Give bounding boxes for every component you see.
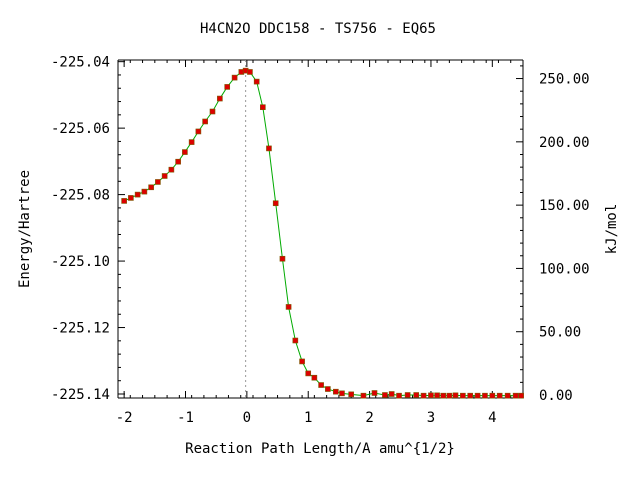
data-point	[360, 392, 367, 399]
data-point	[382, 392, 388, 398]
x-tick-label: 2	[365, 410, 373, 426]
data-point	[168, 166, 175, 173]
y-tick-label: -225.04	[51, 55, 110, 71]
y2-tick-label: 200.00	[539, 135, 590, 151]
series-line	[123, 70, 522, 397]
data-point	[420, 392, 427, 399]
y2-axis-ticks: 0.00 50.00 100.00 150.00 200.00 250.00	[516, 65, 590, 404]
data-point	[339, 390, 345, 397]
data-point	[272, 200, 279, 207]
data-point	[434, 392, 440, 399]
data-point	[155, 179, 161, 185]
data-point	[388, 391, 395, 397]
data-point	[348, 391, 354, 398]
data-point	[496, 392, 503, 399]
data-point	[474, 392, 481, 399]
x-tick-label: 1	[304, 410, 312, 426]
data-point	[452, 392, 459, 399]
data-point	[266, 145, 272, 152]
data-point	[467, 392, 474, 399]
y-tick-label: -225.06	[51, 121, 110, 137]
data-point	[413, 392, 420, 398]
y2-tick-label: 0.00	[539, 388, 573, 404]
data-point	[134, 191, 141, 198]
y-tick-label: -225.08	[51, 188, 110, 204]
data-point	[318, 382, 324, 388]
data-point	[333, 388, 339, 395]
data-point	[404, 392, 411, 398]
data-point	[128, 195, 134, 201]
data-point	[279, 255, 286, 262]
y-tick-label: -225.10	[51, 254, 110, 270]
y-tick-label: -225.14	[51, 387, 110, 403]
x-tick-label: -2	[116, 410, 133, 426]
x-tick-label: 3	[427, 410, 435, 426]
x-axis-label: Reaction Path Length/A amu^{1/2}	[185, 441, 455, 457]
data-point	[285, 304, 292, 310]
data-point	[231, 74, 238, 81]
data-point	[161, 173, 168, 179]
y-tick-label: -225.12	[51, 321, 110, 337]
data-point	[247, 69, 253, 75]
data-point	[311, 374, 318, 381]
data-point	[440, 392, 447, 399]
data-point	[489, 392, 496, 399]
data-point	[195, 128, 202, 135]
data-point	[504, 392, 511, 399]
data-point	[446, 392, 453, 399]
y2-tick-label: 100.00	[539, 261, 590, 277]
y2-axis-label: kJ/mol	[604, 204, 620, 255]
data-point	[428, 392, 434, 399]
data-point	[217, 95, 223, 102]
y-axis-ticks: -225.04 -225.06 -225.08 -225.10 -225.12 -225.…	[51, 55, 125, 403]
series-layer	[121, 67, 524, 399]
data-point	[224, 84, 231, 90]
data-point	[209, 108, 216, 115]
data-point	[512, 392, 519, 399]
x-axis-ticks: -2 -1 0 1 2 3 4	[116, 60, 524, 426]
data-point	[148, 184, 154, 191]
x-tick-label: 4	[488, 410, 496, 426]
data-point	[260, 104, 266, 110]
y2-tick-label: 50.00	[539, 325, 581, 341]
data-point	[253, 78, 260, 85]
y2-tick-label: 150.00	[539, 198, 590, 214]
data-point	[175, 158, 181, 165]
data-point	[518, 392, 524, 399]
data-point	[188, 139, 195, 145]
data-point	[182, 149, 188, 155]
y-axis-label: Energy/Hartree	[17, 170, 33, 288]
data-point	[292, 337, 299, 344]
data-point	[121, 198, 127, 204]
data-point	[141, 188, 148, 195]
y2-tick-label: 250.00	[539, 72, 590, 88]
data-point	[325, 386, 331, 392]
data-point	[396, 392, 402, 399]
x-tick-label: -1	[177, 410, 194, 426]
data-point	[460, 392, 466, 399]
plot-frame	[117, 59, 524, 399]
chart-title: H4CN2O DDC158 - TS756 - EQ65	[200, 21, 436, 37]
data-point	[299, 358, 305, 365]
data-point	[482, 392, 488, 399]
data-point	[202, 118, 208, 125]
x-tick-label: 0	[243, 410, 251, 426]
data-point	[371, 390, 378, 396]
data-point	[305, 370, 312, 377]
